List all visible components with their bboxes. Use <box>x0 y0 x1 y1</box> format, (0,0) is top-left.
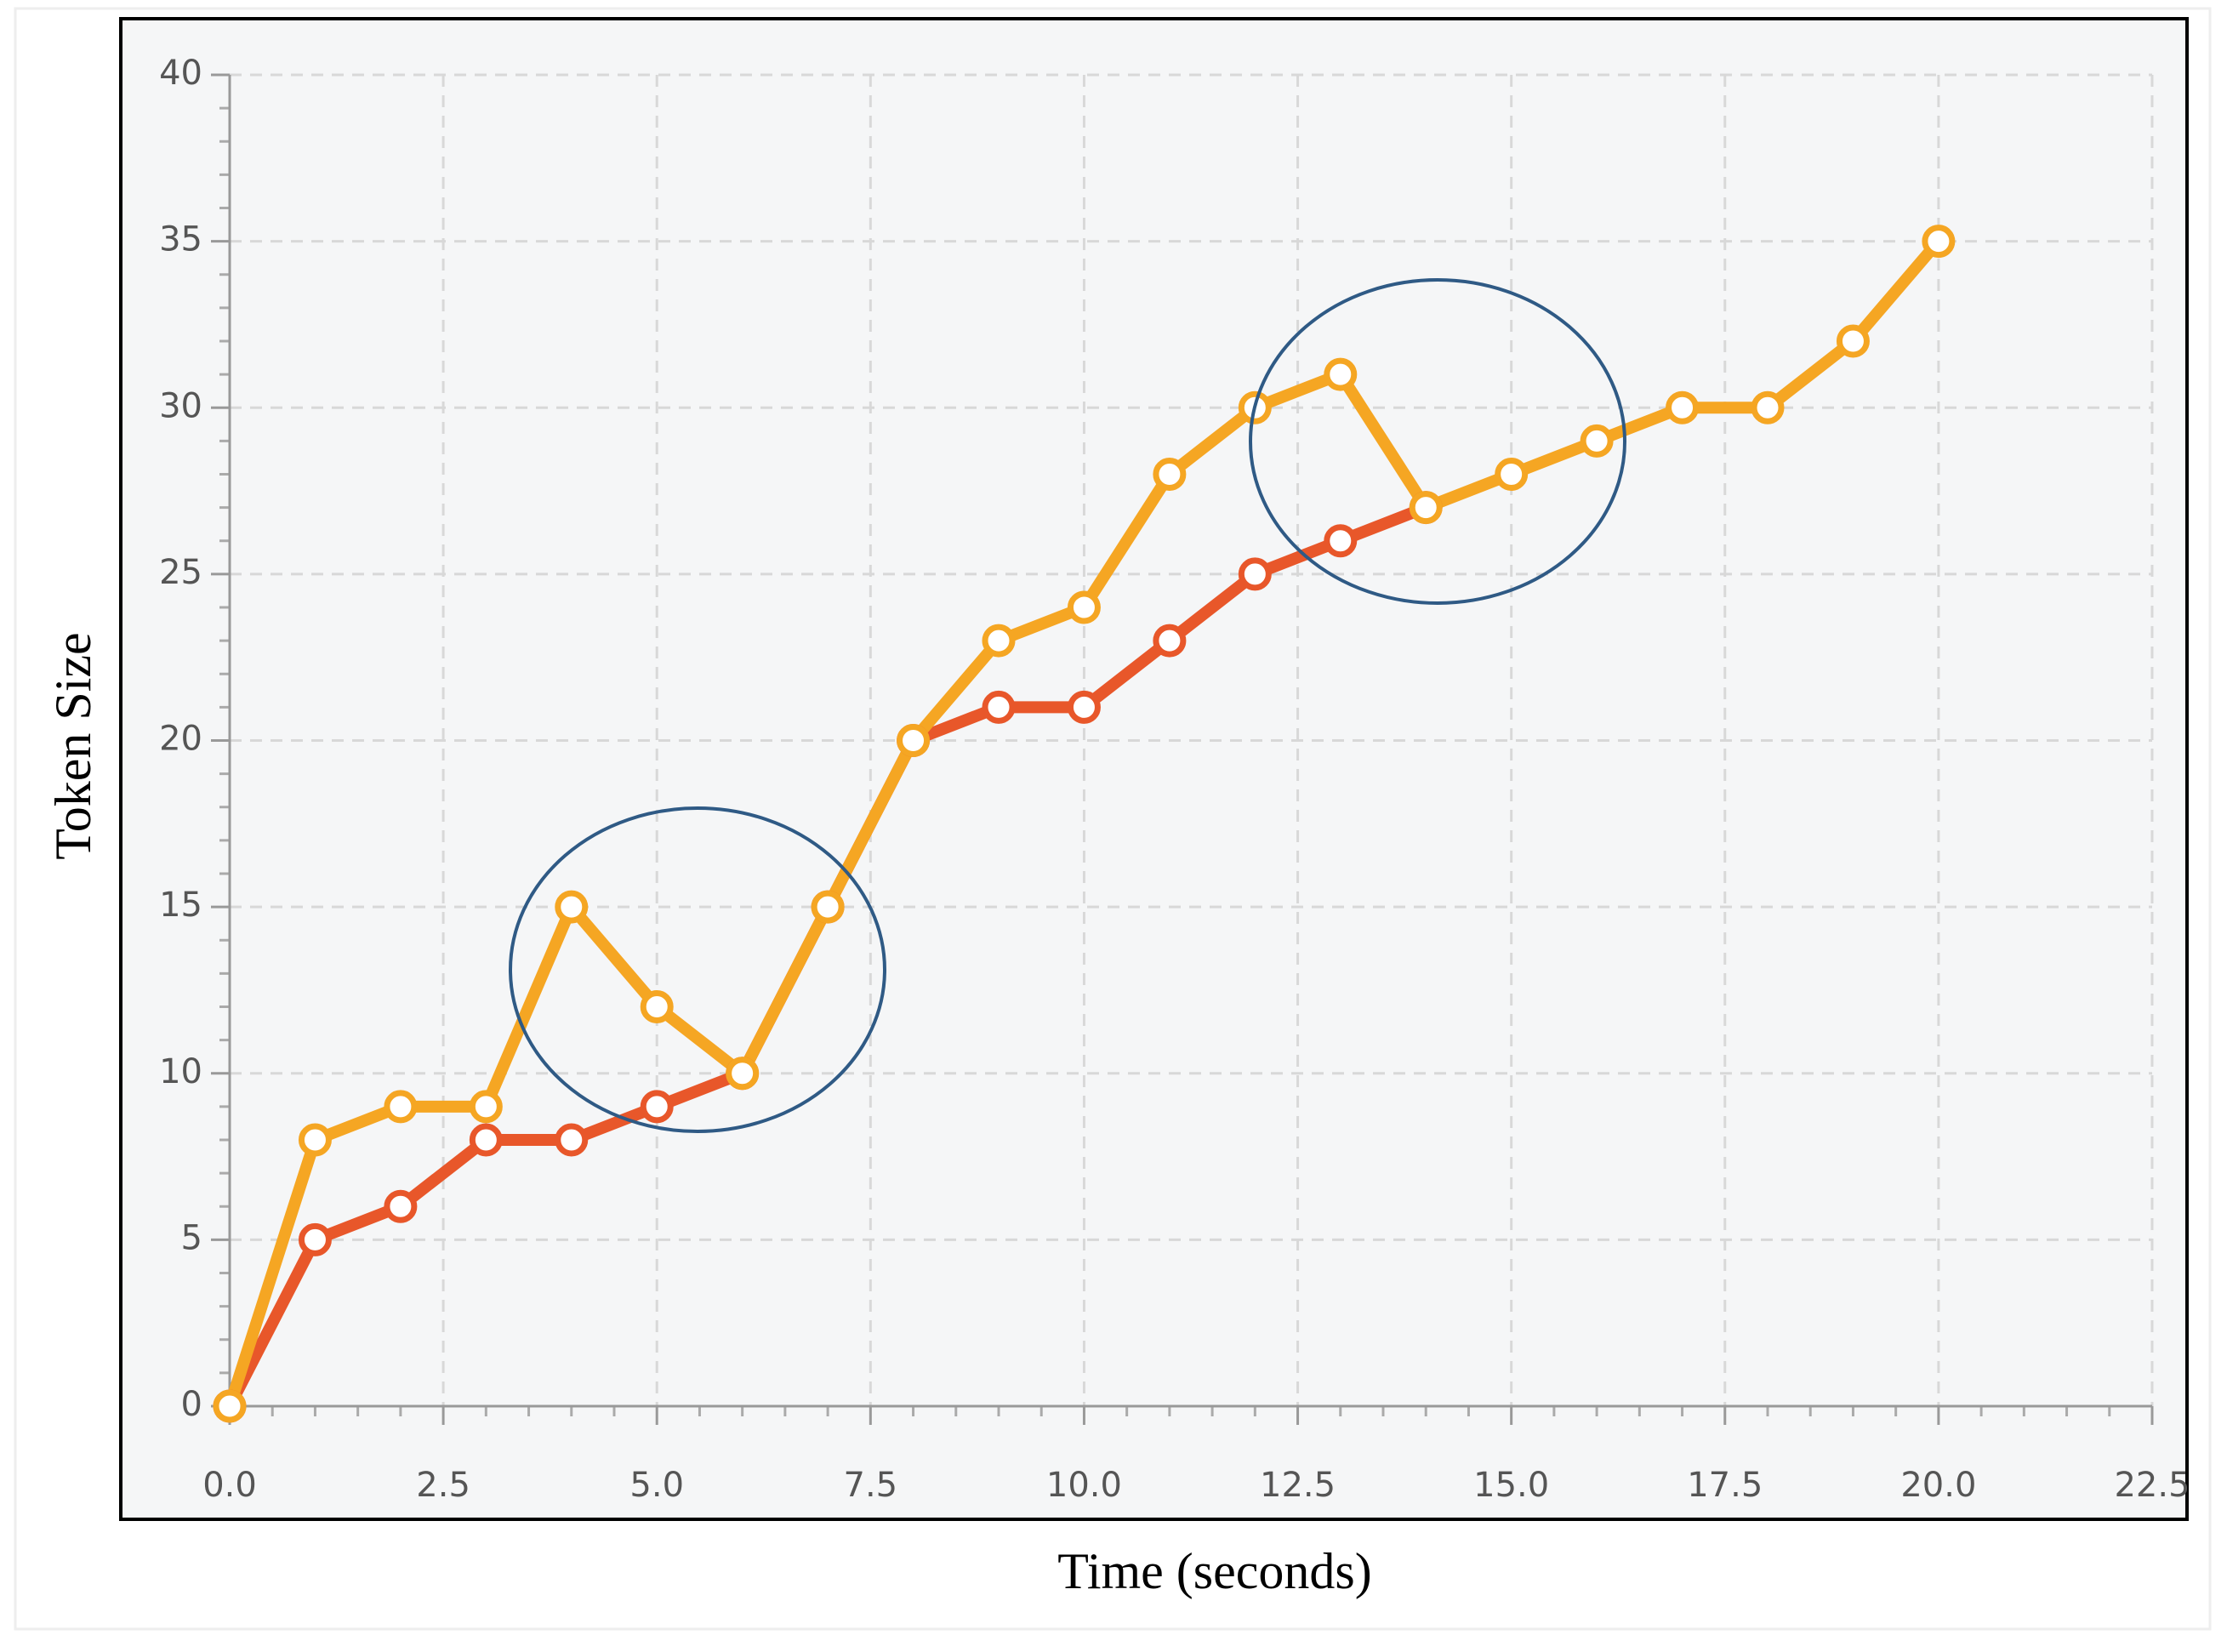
x-tick-label: 17.5 <box>1687 1466 1763 1505</box>
data-point <box>640 1090 674 1124</box>
data-point <box>298 1123 332 1157</box>
data-point <box>1409 491 1443 525</box>
x-tick-label: 15.0 <box>1473 1466 1549 1505</box>
data-point <box>811 890 845 924</box>
x-tick-label: 7.5 <box>844 1466 898 1505</box>
x-tick-label: 20.0 <box>1900 1466 1976 1505</box>
data-point <box>1324 524 1358 558</box>
plot-frame <box>119 17 2189 1521</box>
data-point <box>1153 624 1187 658</box>
y-tick-label: 10 <box>159 1052 202 1091</box>
data-point <box>1495 458 1529 491</box>
x-tick-label: 5.0 <box>629 1466 684 1505</box>
x-tick-label: 0.0 <box>202 1466 257 1505</box>
y-tick-label: 40 <box>159 54 202 93</box>
data-point <box>1922 225 1956 259</box>
y-tick-label: 30 <box>159 386 202 425</box>
data-point <box>1751 390 1785 424</box>
y-tick-label: 20 <box>159 720 202 759</box>
data-point <box>1067 590 1101 624</box>
marks <box>213 225 1956 1423</box>
data-point <box>1153 458 1187 491</box>
data-point <box>982 690 1016 724</box>
data-point <box>469 1090 503 1124</box>
data-point <box>1836 324 1870 358</box>
data-point <box>1238 557 1272 591</box>
x-tick-label: 10.0 <box>1046 1466 1122 1505</box>
data-point <box>982 624 1016 658</box>
data-point <box>1666 390 1700 424</box>
x-tick-label: 12.5 <box>1260 1466 1336 1505</box>
data-point <box>1067 690 1101 724</box>
data-point <box>298 1222 332 1256</box>
y-axis-title: Token Size <box>45 632 101 859</box>
data-point <box>384 1189 418 1223</box>
data-point <box>384 1090 418 1124</box>
data-point <box>640 990 674 1023</box>
data-point <box>555 1123 589 1157</box>
x-axis-title: Time (seconds) <box>1057 1543 1371 1599</box>
data-point <box>469 1123 503 1157</box>
highlight-ellipse <box>1249 278 1626 605</box>
data-point <box>555 890 589 924</box>
data-point <box>1580 424 1614 458</box>
grid: 0 5 10 15 20 25 30 35 40 0.0 2.5 5.0 7.5 10.0 12.5 15.0… <box>159 54 2190 1505</box>
data-point <box>1324 357 1358 391</box>
y-tick-label: 15 <box>159 886 202 925</box>
y-tick-label: 5 <box>181 1218 202 1257</box>
y-tick-label: 35 <box>159 220 202 259</box>
data-point <box>897 724 931 757</box>
x-tick-label: 22.5 <box>2114 1466 2190 1505</box>
data-point <box>213 1389 247 1423</box>
data-point <box>726 1057 760 1091</box>
outer-border <box>14 7 2212 1631</box>
y-tick-label: 0 <box>181 1385 202 1424</box>
x-tick-label: 2.5 <box>416 1466 470 1505</box>
highlight-ellipse <box>509 806 886 1133</box>
y-tick-label: 25 <box>159 553 202 592</box>
